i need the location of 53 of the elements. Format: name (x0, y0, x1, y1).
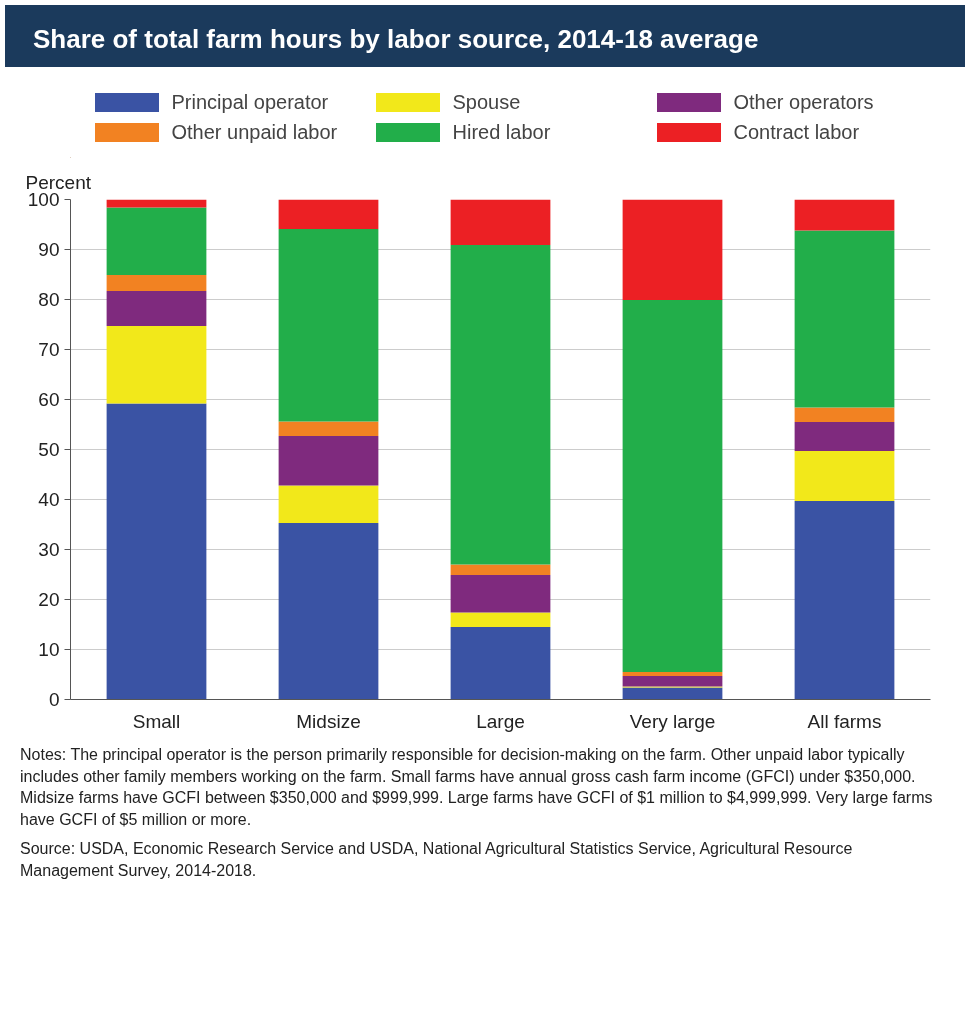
legend-label: Principal operator (171, 90, 330, 114)
y-tick-label: 20 (38, 589, 60, 610)
bar (794, 451, 895, 501)
x-tick-label: Large (476, 710, 525, 732)
source-note: Source: USDA, Economic Research Service and USDA, National Agricultural Statistics Service, Agricultural Resource Management Survey, 2014-2018. (20, 839, 854, 881)
bar (106, 326, 207, 404)
bar (450, 612, 551, 627)
legend-label: Hired labor (452, 120, 552, 144)
bar (450, 245, 551, 565)
bar (278, 199, 379, 229)
bar (106, 291, 207, 326)
legend-label: Other unpaid labor (171, 120, 339, 144)
y-tick-label: 60 (38, 389, 60, 410)
bar (794, 199, 895, 231)
bar (450, 564, 551, 575)
bar (278, 523, 379, 700)
y-tick-label: 90 (38, 239, 60, 260)
bar (278, 485, 379, 523)
bar (794, 422, 895, 451)
bar (106, 275, 207, 291)
legend-label: Other operators (733, 90, 875, 114)
y-tick-label: 50 (38, 439, 60, 460)
bar (622, 687, 723, 700)
x-tick-label: Very large (629, 710, 716, 732)
bar (622, 300, 723, 672)
x-tick-label: Small (132, 710, 181, 732)
legend-label: Contract labor (733, 120, 861, 144)
legend-label: Spouse (452, 90, 522, 114)
y-tick-label: 70 (38, 339, 60, 360)
bar (450, 627, 551, 700)
bar (106, 403, 207, 700)
x-tick-label: Midsize (296, 710, 361, 732)
bar (794, 230, 895, 408)
bar (450, 199, 551, 245)
bar (278, 436, 379, 486)
bar (278, 421, 379, 436)
text: Notes: The principal operator is the person primarily responsible for decision-making on the farm. Other unpaid labor typically includes other family members working on the farm. Small farms have annual gross cash farm income (GFCI) under $350,000. Midsize farms have GCFI between $350,000 and $999,999. Large farms have GCFI of $1 million to $4,999,999. Very large farms have GCFI of $5 million or more. (20, 745, 934, 830)
y-tick-label: 0 (48, 689, 60, 710)
bar (106, 199, 207, 208)
y-tick-label: 30 (38, 539, 60, 560)
bar (450, 575, 551, 613)
x-tick-label: All farms (807, 710, 882, 732)
bar (106, 207, 207, 275)
bar (622, 199, 723, 300)
chart-title: Share of total farm hours by labor source, 2014-18 average (33, 23, 759, 56)
y-tick-label: 10 (38, 639, 60, 660)
bar (278, 229, 379, 422)
y-tick-label: 80 (38, 289, 60, 310)
bar (622, 676, 723, 687)
bar (794, 501, 895, 700)
bar (794, 407, 895, 422)
y-tick-label: 40 (38, 489, 60, 510)
bar (622, 672, 723, 676)
